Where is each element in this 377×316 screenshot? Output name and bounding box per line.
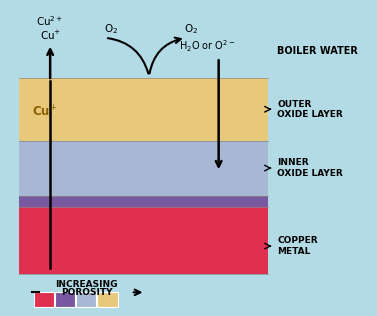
Bar bbox=[19, 78, 268, 141]
Text: OUTER
OXIDE LAYER: OUTER OXIDE LAYER bbox=[277, 100, 343, 119]
Bar bbox=[97, 292, 118, 307]
Text: COPPER
METAL: COPPER METAL bbox=[277, 236, 318, 256]
Text: POROSITY: POROSITY bbox=[61, 288, 112, 297]
Text: O$_2$: O$_2$ bbox=[184, 22, 198, 36]
Text: Cu$^{2+}$: Cu$^{2+}$ bbox=[37, 14, 64, 28]
Text: Cu$^{+}$: Cu$^{+}$ bbox=[32, 105, 57, 120]
Bar bbox=[19, 141, 268, 196]
Bar bbox=[76, 292, 96, 307]
Bar bbox=[55, 292, 75, 307]
Text: Cu$^{+}$: Cu$^{+}$ bbox=[40, 29, 61, 42]
Bar bbox=[19, 196, 268, 207]
Text: H$_2$O or O$^{2-}$: H$_2$O or O$^{2-}$ bbox=[179, 39, 236, 54]
Text: BOILER WATER: BOILER WATER bbox=[277, 46, 358, 56]
Text: INCREASING: INCREASING bbox=[55, 280, 118, 289]
Bar bbox=[34, 292, 54, 307]
Bar bbox=[19, 207, 268, 274]
Text: O$_2$: O$_2$ bbox=[104, 22, 118, 36]
Text: INNER
OXIDE LAYER: INNER OXIDE LAYER bbox=[277, 158, 343, 178]
